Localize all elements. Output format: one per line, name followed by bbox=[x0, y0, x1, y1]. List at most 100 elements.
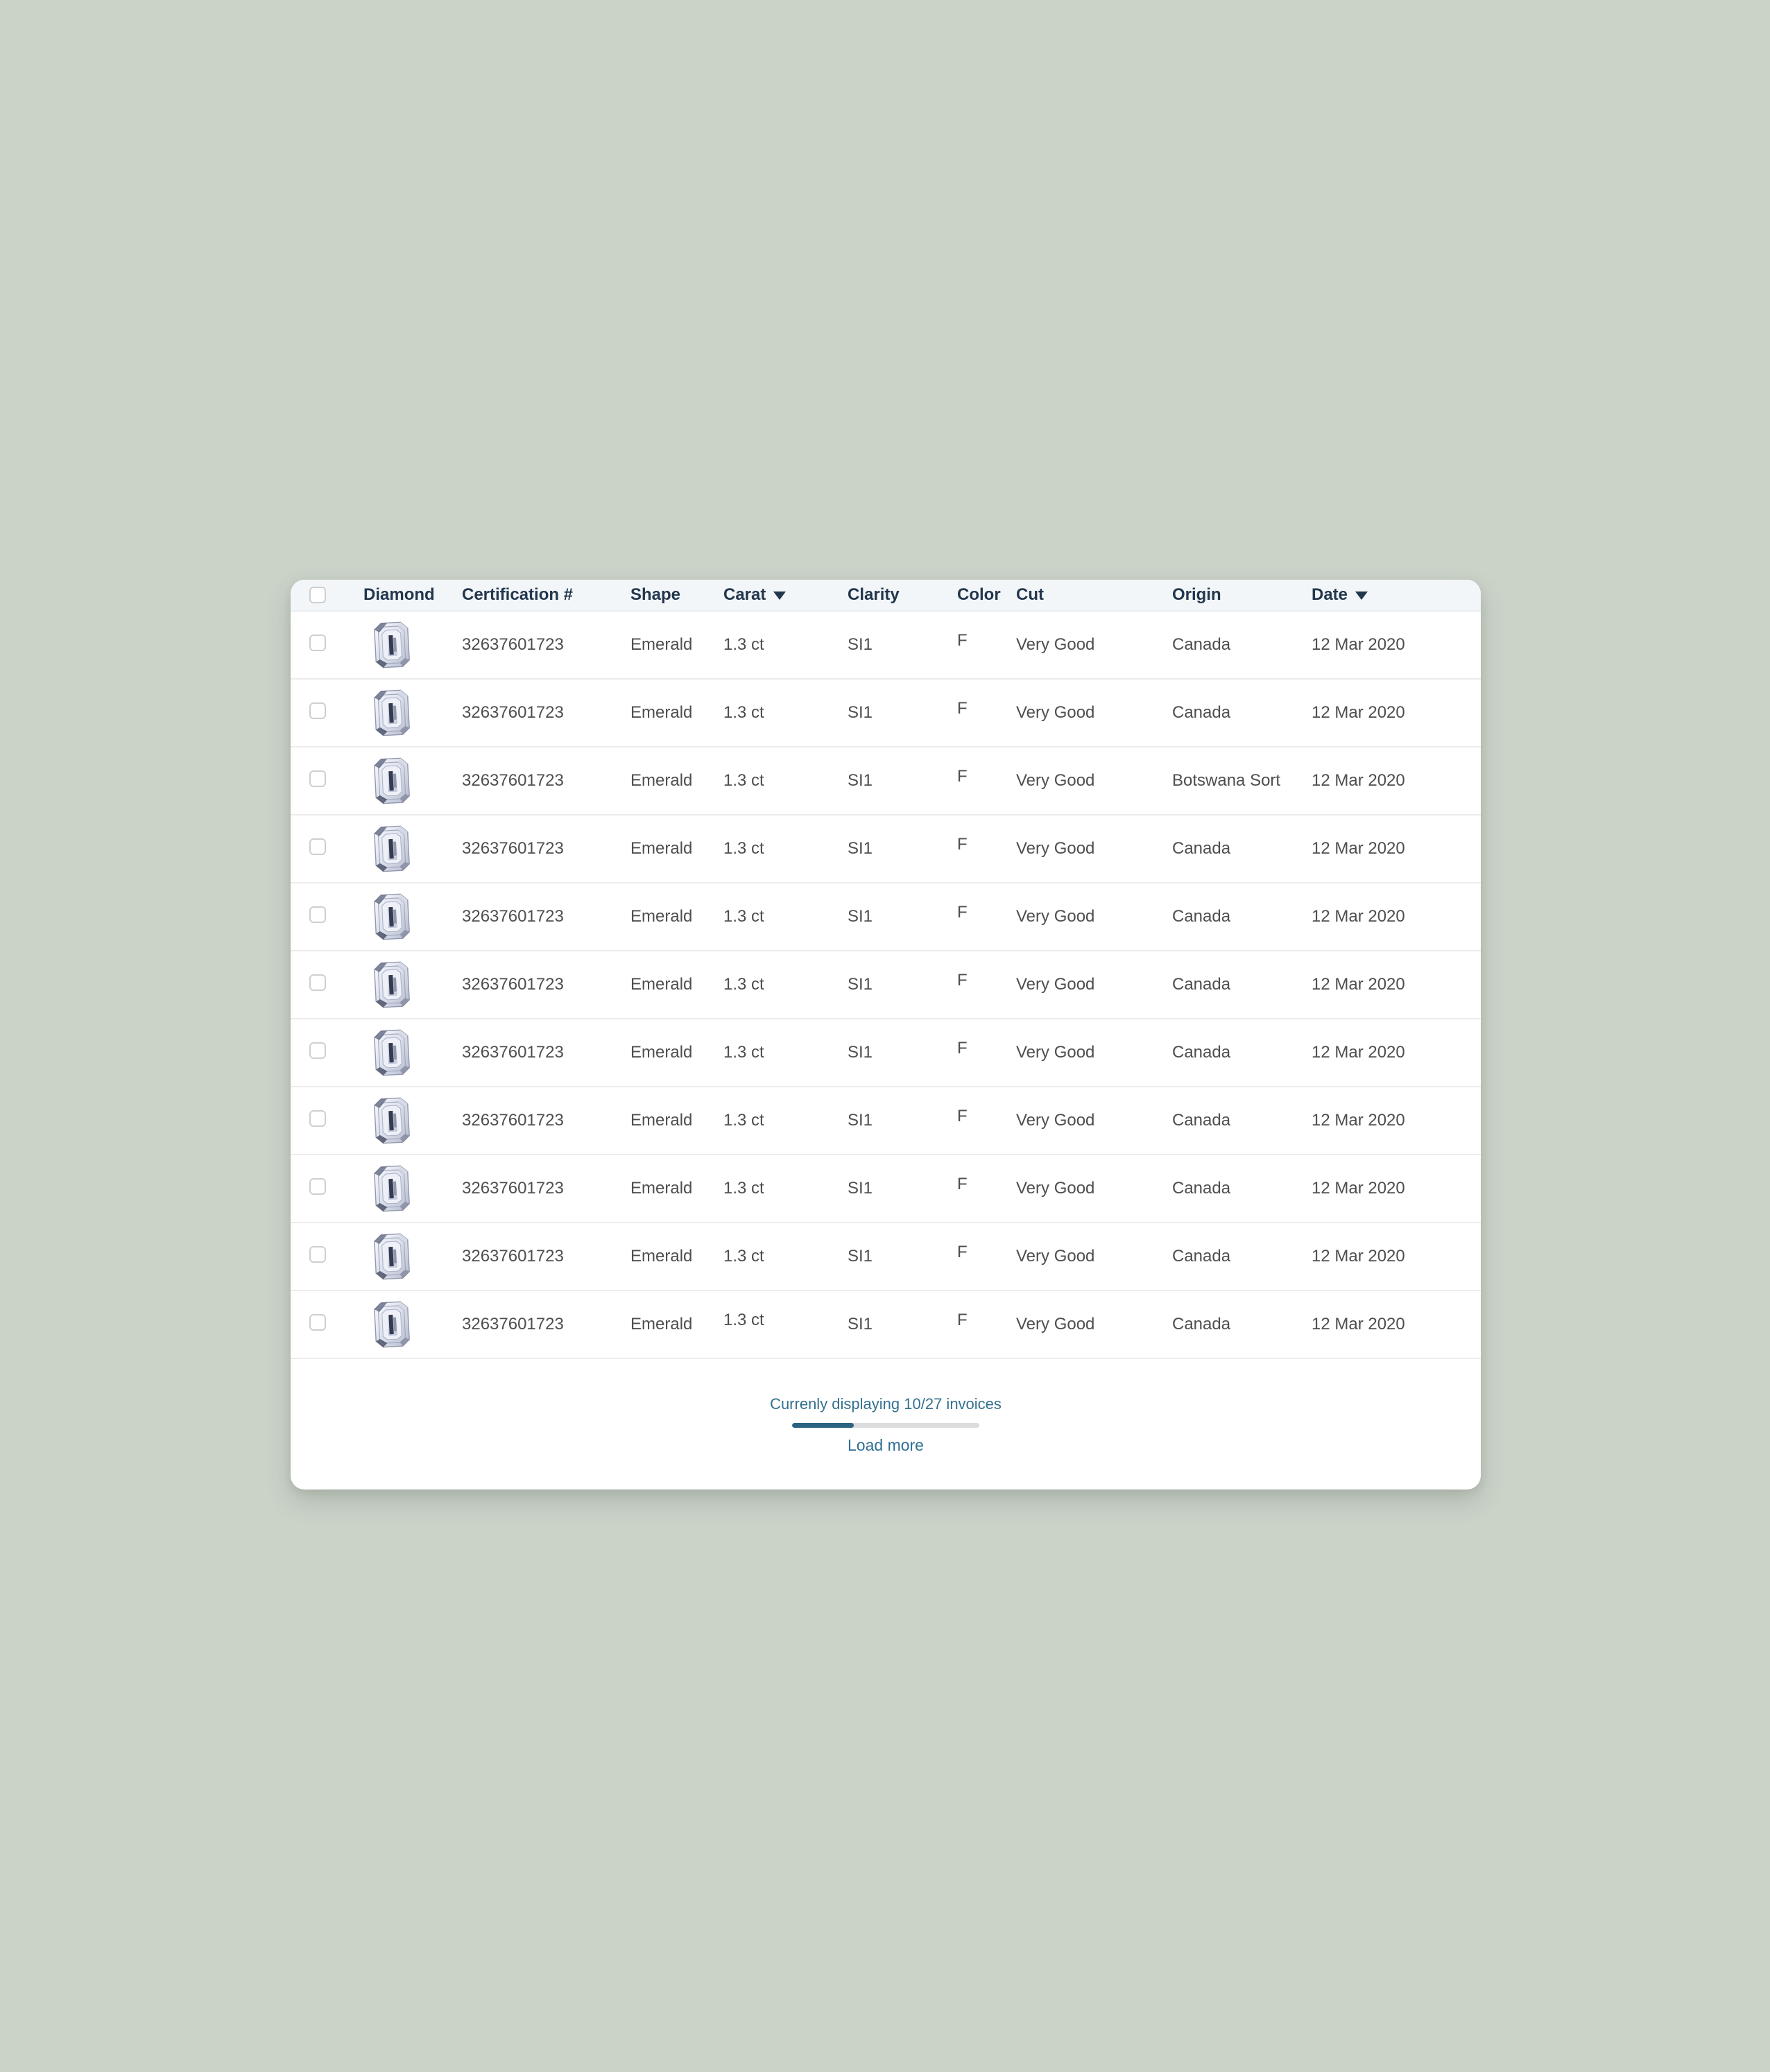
progress-bar-fill bbox=[792, 1423, 854, 1428]
cell-cut: Very Good bbox=[1016, 1179, 1095, 1198]
diamond-image bbox=[374, 1233, 410, 1280]
cell-certification: 32637601723 bbox=[462, 975, 564, 994]
row-checkbox[interactable] bbox=[309, 1042, 326, 1059]
cell-select bbox=[309, 1313, 363, 1336]
cell-cut: Very Good bbox=[1016, 1247, 1095, 1266]
cell-select bbox=[309, 634, 363, 656]
table-row: 32637601723 Emerald 1.3 ct SI1 F Very Good Can… bbox=[291, 612, 1481, 680]
column-header-certification[interactable]: Certification # bbox=[462, 585, 574, 604]
cell-cut: Very Good bbox=[1016, 907, 1095, 926]
cell-select bbox=[309, 770, 363, 792]
cell-color: F bbox=[957, 971, 968, 990]
row-checkbox[interactable] bbox=[309, 1177, 326, 1195]
cell-carat: 1.3 ct bbox=[723, 1247, 764, 1266]
cell-date: 12 Mar 2020 bbox=[1312, 907, 1405, 926]
table-row: 32637601723 Emerald 1.3 ct SI1 F Very Good Bot… bbox=[291, 748, 1481, 815]
table-row: 32637601723 Emerald 1.3 ct SI1 F Very Good Can… bbox=[291, 883, 1481, 951]
cell-shape: Emerald bbox=[630, 907, 693, 926]
cell-select bbox=[309, 1042, 363, 1064]
table-row: 32637601723 Emerald 1.3 ct SI1 F Very Good Can… bbox=[291, 1155, 1481, 1223]
diamond-image bbox=[374, 1097, 410, 1144]
diamond-table-card: Diamond Certification # Shape Carat Clarity C… bbox=[291, 580, 1481, 1490]
cell-shape: Emerald bbox=[630, 975, 693, 994]
cell-carat: 1.3 ct bbox=[723, 1043, 764, 1062]
row-checkbox[interactable] bbox=[309, 906, 326, 923]
cell-carat: 1.3 ct bbox=[723, 839, 764, 858]
cell-origin: Canada bbox=[1172, 1315, 1231, 1333]
cell-cut: Very Good bbox=[1016, 839, 1095, 858]
row-checkbox[interactable] bbox=[309, 1245, 326, 1263]
row-checkbox[interactable] bbox=[309, 974, 326, 991]
cell-shape: Emerald bbox=[630, 635, 693, 654]
cell-certification: 32637601723 bbox=[462, 1043, 564, 1062]
column-header-shape[interactable]: Shape bbox=[630, 585, 681, 604]
column-header-cut[interactable]: Cut bbox=[1016, 585, 1044, 604]
cell-clarity: SI1 bbox=[848, 1315, 873, 1333]
cell-select bbox=[309, 906, 363, 928]
cell-cut: Very Good bbox=[1016, 1111, 1095, 1130]
header-cell-shape: Shape bbox=[630, 585, 723, 605]
cell-diamond bbox=[363, 1300, 462, 1349]
cell-carat: 1.3 ct bbox=[723, 703, 764, 722]
table-row: 32637601723 Emerald 1.3 ct SI1 F Very Good Can… bbox=[291, 1019, 1481, 1087]
cell-color: F bbox=[957, 1039, 968, 1057]
cell-diamond bbox=[363, 1164, 462, 1213]
table-body: 32637601723 Emerald 1.3 ct SI1 F Very Good Can… bbox=[291, 612, 1481, 1359]
display-count-status: Currenly displaying 10/27 invoices bbox=[770, 1395, 1002, 1413]
column-header-date[interactable]: Date bbox=[1312, 585, 1348, 604]
row-checkbox[interactable] bbox=[309, 702, 326, 719]
cell-diamond bbox=[363, 1028, 462, 1077]
cell-clarity: SI1 bbox=[848, 703, 873, 722]
progress-bar bbox=[792, 1423, 979, 1428]
diamond-image bbox=[374, 1165, 410, 1212]
cell-color: F bbox=[957, 1311, 968, 1329]
row-checkbox[interactable] bbox=[309, 1313, 326, 1331]
cell-select bbox=[309, 974, 363, 996]
cell-carat: 1.3 ct bbox=[723, 907, 764, 926]
cell-origin: Canada bbox=[1172, 1247, 1231, 1266]
cell-shape: Emerald bbox=[630, 703, 693, 722]
cell-clarity: SI1 bbox=[848, 1111, 873, 1130]
cell-color: F bbox=[957, 1107, 968, 1125]
column-header-diamond[interactable]: Diamond bbox=[363, 585, 435, 604]
cell-shape: Emerald bbox=[630, 1111, 693, 1130]
cell-diamond bbox=[363, 689, 462, 737]
cell-origin: Canada bbox=[1172, 1111, 1231, 1130]
cell-color: F bbox=[957, 1175, 968, 1193]
cell-color: F bbox=[957, 1243, 968, 1261]
cell-certification: 32637601723 bbox=[462, 771, 564, 790]
column-header-origin[interactable]: Origin bbox=[1172, 585, 1221, 604]
header-cell-carat: Carat bbox=[723, 585, 848, 605]
header-cell-diamond: Diamond bbox=[363, 585, 462, 605]
cell-clarity: SI1 bbox=[848, 975, 873, 994]
row-checkbox[interactable] bbox=[309, 1110, 326, 1127]
cell-shape: Emerald bbox=[630, 1247, 693, 1266]
cell-shape: Emerald bbox=[630, 1043, 693, 1062]
cell-diamond bbox=[363, 960, 462, 1009]
cell-select bbox=[309, 838, 363, 860]
cell-certification: 32637601723 bbox=[462, 1247, 564, 1266]
cell-certification: 32637601723 bbox=[462, 839, 564, 858]
cell-color: F bbox=[957, 835, 968, 854]
select-all-checkbox[interactable] bbox=[309, 587, 326, 603]
cell-select bbox=[309, 1110, 363, 1132]
cell-origin: Canada bbox=[1172, 839, 1231, 858]
column-header-clarity[interactable]: Clarity bbox=[848, 585, 900, 604]
cell-origin: Canada bbox=[1172, 907, 1231, 926]
row-checkbox[interactable] bbox=[309, 634, 326, 651]
load-more-button[interactable]: Load more bbox=[848, 1436, 924, 1454]
cell-origin: Canada bbox=[1172, 1043, 1231, 1062]
sort-arrow-icon bbox=[773, 592, 787, 600]
column-header-color[interactable]: Color bbox=[957, 585, 1001, 604]
cell-date: 12 Mar 2020 bbox=[1312, 839, 1405, 858]
cell-shape: Emerald bbox=[630, 839, 693, 858]
cell-clarity: SI1 bbox=[848, 1179, 873, 1198]
row-checkbox[interactable] bbox=[309, 770, 326, 787]
cell-select bbox=[309, 1177, 363, 1200]
diamond-image bbox=[374, 825, 410, 872]
header-cell-cut: Cut bbox=[1016, 585, 1172, 605]
row-checkbox[interactable] bbox=[309, 838, 326, 855]
cell-clarity: SI1 bbox=[848, 771, 873, 790]
table-row: 32637601723 Emerald 1.3 ct SI1 F Very Good Can… bbox=[291, 1087, 1481, 1155]
column-header-carat[interactable]: Carat bbox=[723, 585, 766, 604]
